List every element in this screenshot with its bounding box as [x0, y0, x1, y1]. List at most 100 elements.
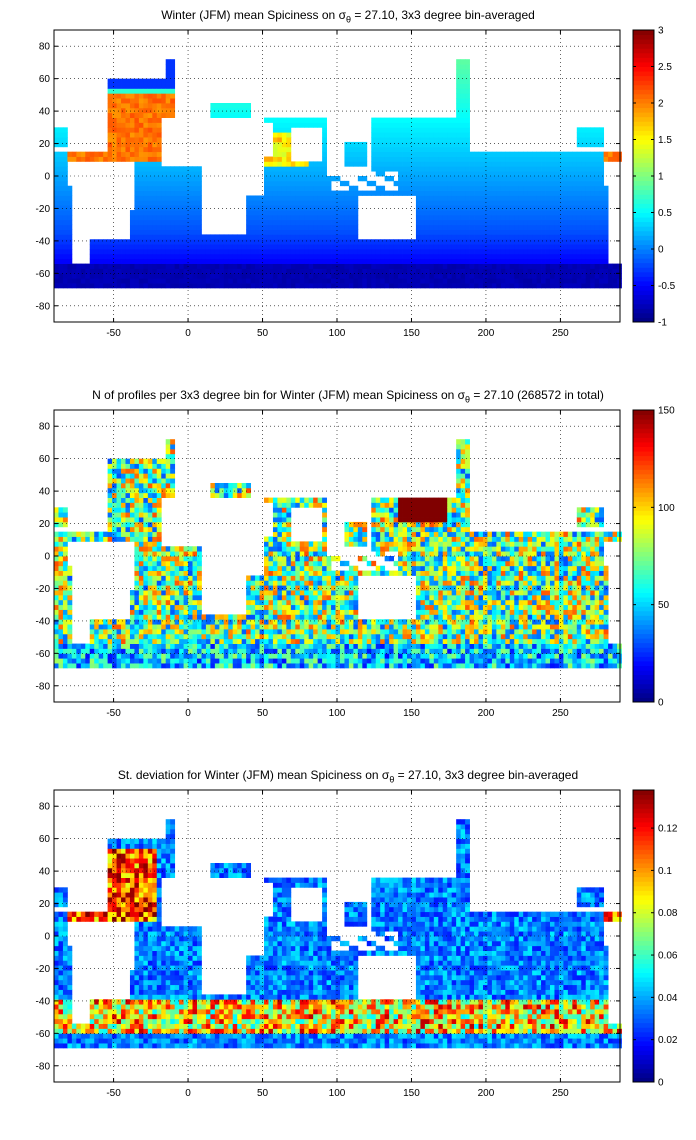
- heatmap-cell: [89, 633, 95, 640]
- heatmap-cell: [170, 224, 176, 230]
- heatmap-cell: [438, 244, 444, 250]
- heatmap-cell: [98, 151, 104, 157]
- heatmap-cell: [214, 244, 220, 250]
- heatmap-cell: [255, 273, 260, 279]
- heatmap-cell: [268, 214, 274, 221]
- heatmap-cell: [281, 604, 287, 610]
- heatmap-cell: [152, 624, 158, 630]
- heatmap-cell: [518, 180, 524, 187]
- heatmap-cell: [317, 653, 323, 659]
- heatmap-cell: [482, 195, 488, 201]
- heatmap-cell: [290, 249, 296, 255]
- heatmap-cell: [272, 249, 278, 255]
- heatmap-cell: [442, 195, 448, 201]
- heatmap-cell: [474, 214, 479, 221]
- heatmap-cell: [286, 200, 292, 206]
- heatmap-cell: [447, 195, 453, 201]
- heatmap-cell: [250, 619, 256, 625]
- heatmap-cell: [322, 249, 327, 255]
- heatmap-cell: [563, 273, 569, 279]
- heatmap-cell: [183, 180, 189, 187]
- heatmap-cell: [62, 141, 68, 148]
- heatmap-cell: [478, 205, 484, 211]
- heatmap-cell: [469, 161, 475, 167]
- heatmap-cell: [549, 180, 555, 187]
- heatmap-cell: [509, 190, 515, 196]
- heatmap-cell: [71, 268, 77, 274]
- heatmap-cell: [138, 180, 144, 187]
- heatmap-cell: [322, 278, 327, 284]
- heatmap-cell: [192, 278, 198, 284]
- heatmap-cell: [478, 229, 484, 235]
- heatmap-cell: [447, 141, 453, 148]
- heatmap-cell: [322, 648, 327, 654]
- heatmap-cell: [147, 107, 153, 114]
- heatmap-cell: [277, 648, 283, 654]
- heatmap-cell: [62, 580, 68, 586]
- heatmap-cell: [165, 599, 171, 606]
- heatmap-cell: [433, 210, 439, 216]
- heatmap-cell: [433, 185, 439, 191]
- heatmap-cell: [147, 195, 153, 201]
- heatmap-cell: [134, 117, 140, 123]
- heatmap-cell: [590, 166, 596, 172]
- heatmap-cell: [572, 205, 578, 211]
- heatmap-cell: [62, 551, 68, 557]
- heatmap-cell: [188, 195, 193, 201]
- heatmap-cell: [214, 258, 220, 264]
- heatmap-cell: [290, 234, 296, 240]
- heatmap-cell: [322, 210, 327, 216]
- heatmap-cell: [433, 195, 439, 201]
- heatmap-cell: [165, 239, 171, 245]
- panel-title: Winter (JFM) mean Spiciness on σθ = 27.1…: [161, 8, 535, 25]
- heatmap-cell: [152, 244, 158, 250]
- heatmap-cell: [112, 83, 117, 89]
- heatmap-cell: [317, 648, 323, 654]
- heatmap-cell: [138, 200, 144, 206]
- heatmap-cell: [442, 171, 448, 177]
- heatmap-cell: [192, 609, 198, 615]
- heatmap-cell: [603, 219, 609, 226]
- heatmap-cell: [465, 166, 470, 172]
- heatmap-cell: [272, 638, 278, 644]
- heatmap-cell: [62, 151, 68, 157]
- heatmap-cell: [541, 224, 546, 230]
- heatmap-cell: [264, 205, 269, 211]
- heatmap-cell: [590, 234, 596, 240]
- heatmap-cell: [129, 137, 135, 143]
- heatmap-cell: [272, 502, 278, 508]
- heatmap-cell: [156, 560, 162, 567]
- heatmap-cell: [339, 258, 345, 264]
- heatmap-cell: [322, 166, 327, 172]
- heatmap-cell: [116, 112, 122, 118]
- heatmap-cell: [179, 604, 184, 610]
- heatmap-cell: [460, 258, 466, 264]
- heatmap-cell: [116, 468, 122, 474]
- heatmap-cell: [125, 517, 131, 523]
- heatmap-cell: [89, 629, 95, 635]
- heatmap-cell: [54, 166, 59, 172]
- heatmap-cell: [344, 273, 350, 279]
- heatmap-cell: [112, 78, 117, 84]
- heatmap-cell: [192, 205, 198, 211]
- heatmap-cell: [129, 98, 135, 104]
- heatmap-cell: [179, 565, 184, 571]
- heatmap-cell: [290, 229, 296, 235]
- heatmap-cell: [313, 219, 319, 226]
- heatmap-cell: [71, 263, 77, 269]
- heatmap-cell: [407, 253, 412, 260]
- heatmap-cell: [246, 643, 252, 649]
- heatmap-cell: [232, 619, 238, 625]
- heatmap-cell: [161, 107, 167, 114]
- heatmap-cell: [518, 166, 524, 172]
- heatmap-cell: [348, 219, 354, 226]
- heatmap-cell: [447, 229, 453, 235]
- heatmap-cell: [460, 263, 466, 269]
- heatmap-cell: [442, 229, 448, 235]
- heatmap-cell: [107, 93, 113, 99]
- heatmap-cell: [509, 229, 515, 235]
- heatmap-cell: [558, 224, 564, 230]
- heatmap-cell: [152, 137, 158, 143]
- heatmap-cell: [281, 663, 287, 669]
- heatmap-cell: [326, 249, 332, 255]
